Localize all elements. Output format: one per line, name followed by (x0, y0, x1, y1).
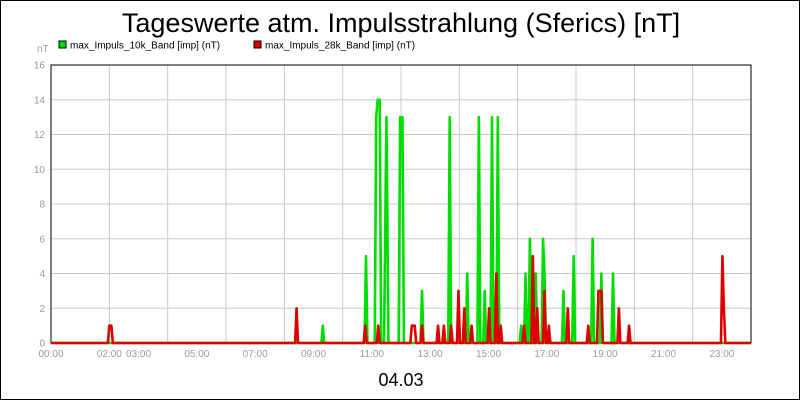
x-tick-label: 02:00 (97, 349, 122, 360)
y-tick-label: 16 (34, 61, 46, 72)
grid (51, 65, 751, 343)
y-tick-label: 12 (34, 130, 46, 141)
legend-entry-label: max_Impuls_28k_Band [imp] (nT) (265, 41, 415, 52)
x-tick-label: 05:00 (184, 349, 209, 360)
x-tick-label: 09:00 (301, 349, 326, 360)
x-tick-label: 15:00 (476, 349, 501, 360)
y-tick-label: 6 (39, 234, 45, 245)
y-tick-label: 2 (39, 304, 45, 315)
y-tick-label: 10 (34, 165, 46, 176)
legend-swatch (253, 40, 262, 49)
y-tick-label: 14 (34, 95, 46, 106)
chart-title: Tageswerte atm. Impulsstrahlung (Sferics… (122, 8, 680, 38)
date-label: 04.03 (378, 370, 423, 390)
y-tick-label: 0 (39, 339, 45, 350)
legend-entry-label: max_Impuls_10k_Band [imp] (nT) (70, 41, 220, 52)
x-tick-label: 23:00 (709, 349, 734, 360)
x-tick-label: 00:00 (38, 349, 63, 360)
series-line-2 (51, 254, 751, 345)
x-tick-label: 13:00 (418, 349, 443, 360)
y-tick-label: 8 (39, 200, 45, 211)
x-tick-label: 07:00 (243, 349, 268, 360)
y-axis-ticks: 0 2 4 6 8 10 12 14 16 (34, 61, 46, 350)
x-tick-label: 11:00 (360, 349, 385, 360)
x-axis-ticks: 00:00 02:00 03:00 05:00 07:00 09:00 11:00 13:00… (38, 349, 734, 360)
x-tick-label: 21:00 (651, 349, 676, 360)
legend-swatch (58, 40, 67, 49)
y-axis-unit-label: nT (37, 44, 49, 55)
x-tick-label: 03:00 (126, 349, 151, 360)
series-layer (51, 98, 751, 345)
y-tick-label: 4 (39, 269, 45, 280)
x-tick-label: 17:00 (534, 349, 559, 360)
x-tick-label: 19:00 (593, 349, 618, 360)
legend: max_Impuls_10k_Band [imp] (nT) max_Impuls… (58, 40, 415, 52)
